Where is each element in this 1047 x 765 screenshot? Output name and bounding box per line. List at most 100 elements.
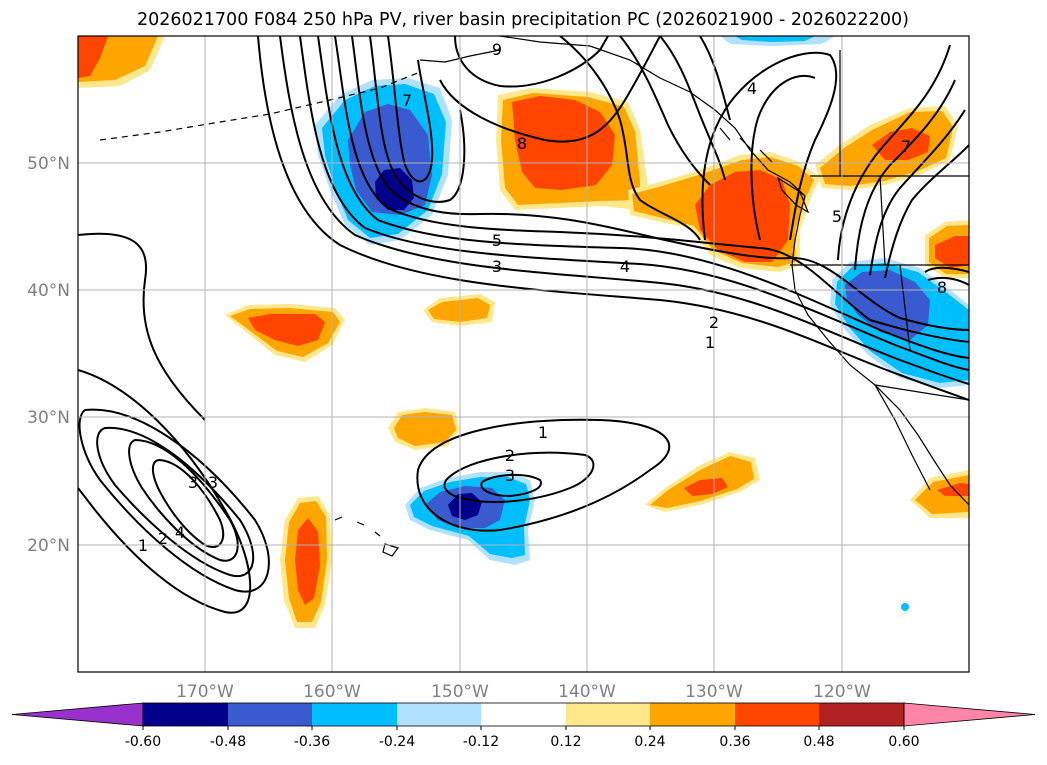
precip-positive-region bbox=[295, 518, 320, 605]
precip-positive-region bbox=[684, 478, 728, 496]
contour-label: 4 bbox=[747, 79, 757, 98]
contour-label: 9 bbox=[492, 40, 502, 59]
colorbar-segment bbox=[735, 703, 819, 726]
pv-contour bbox=[699, 36, 731, 121]
pv-contour bbox=[96, 426, 255, 578]
colorbar-tick-label: 0.36 bbox=[719, 734, 750, 750]
contour-label: 2 bbox=[158, 529, 168, 548]
precip-positive-region bbox=[935, 236, 969, 268]
colorbar-segment bbox=[143, 703, 228, 726]
colorbar-segment bbox=[228, 703, 312, 726]
lon-axis-labels: 170°W 160°W 150°W 140°W 130°W 120°W bbox=[176, 682, 871, 702]
contour-label: 5 bbox=[832, 207, 842, 226]
colorbar-segment bbox=[819, 703, 904, 726]
southeast-alaska-islands bbox=[719, 127, 773, 163]
precip-positive-region bbox=[78, 36, 108, 78]
gridlines bbox=[78, 36, 969, 672]
contour-label: 1 bbox=[705, 333, 715, 352]
colorbar-tick-label: -0.48 bbox=[210, 734, 246, 750]
precip-positive-region bbox=[695, 170, 790, 262]
pv-contour bbox=[854, 79, 956, 271]
pv-contour bbox=[334, 36, 969, 343]
map-frame bbox=[77, 35, 970, 673]
us-mexico-border bbox=[874, 384, 969, 401]
precip-positive-region bbox=[512, 96, 615, 190]
contour-label: 3 bbox=[208, 473, 218, 492]
colorbar-segment bbox=[650, 703, 735, 726]
precip-shading bbox=[78, 36, 969, 628]
colorbar: -0.60 -0.48 -0.36 -0.24 -0.12 0.12 0.24 0.36 0.4… bbox=[11, 702, 1036, 750]
lat-tick-label: 30°N bbox=[27, 408, 70, 428]
lon-tick-label: 140°W bbox=[558, 682, 616, 702]
pv-contour bbox=[619, 36, 711, 186]
pv-contour bbox=[416, 418, 671, 532]
contour-label: 8 bbox=[517, 134, 527, 153]
pv-contour bbox=[351, 36, 969, 331]
pv-contour bbox=[439, 36, 661, 143]
pv-contour bbox=[369, 36, 466, 203]
contour-label: 1 bbox=[538, 423, 548, 442]
pv-contour bbox=[884, 144, 969, 279]
colorbar-tick-label: 0.24 bbox=[634, 734, 665, 750]
colorbar-tick-label: 0.60 bbox=[888, 734, 919, 750]
lon-tick-label: 120°W bbox=[813, 682, 871, 702]
north-america-west-coast bbox=[791, 195, 969, 506]
lon-tick-label: 130°W bbox=[685, 682, 743, 702]
lon-tick-label: 170°W bbox=[176, 682, 234, 702]
colorbar-over-arrow bbox=[903, 702, 1036, 727]
colorbar-segment bbox=[566, 703, 650, 726]
pv-contour bbox=[869, 109, 966, 276]
pv-contour bbox=[257, 36, 969, 401]
precip-negative-region bbox=[901, 603, 909, 611]
contour-label: 5 bbox=[492, 231, 502, 250]
lat-axis-labels: 50°N 40°N 30°N 20°N bbox=[27, 154, 70, 556]
state-boundary bbox=[899, 264, 911, 351]
lon-tick-label: 150°W bbox=[431, 682, 489, 702]
baja-california bbox=[874, 384, 931, 491]
pv-contour bbox=[837, 44, 951, 261]
pv-contour bbox=[927, 276, 969, 286]
precip-positive-region bbox=[428, 298, 490, 322]
lat-tick-label: 20°N bbox=[27, 536, 70, 556]
contour-label: 8 bbox=[937, 278, 947, 297]
colorbar-tick-label: 0.48 bbox=[803, 734, 834, 750]
pv-contour bbox=[387, 36, 434, 183]
figure-title: 2026021700 F084 250 hPa PV, river basin … bbox=[137, 10, 909, 30]
precip-negative-region bbox=[735, 36, 815, 42]
contour-label: 7 bbox=[402, 91, 412, 110]
contour-label: 7 bbox=[901, 137, 911, 156]
lon-tick-label: 160°W bbox=[303, 682, 361, 702]
pv-contour bbox=[78, 232, 206, 421]
pv-contour bbox=[701, 51, 838, 241]
pv-contour bbox=[659, 36, 726, 181]
colorbar-tick-label: 0.12 bbox=[550, 734, 581, 750]
pv-contour bbox=[78, 369, 252, 614]
precip-positive-region bbox=[248, 314, 325, 346]
colorbar-tick-label: -0.12 bbox=[463, 734, 499, 750]
pv-contour bbox=[750, 74, 816, 241]
contour-label: 1 bbox=[138, 536, 148, 555]
pv-contour bbox=[480, 474, 542, 498]
alaska-peninsula-coast bbox=[419, 49, 501, 63]
contour-label: 3 bbox=[188, 473, 198, 492]
aleutian-islands bbox=[99, 71, 421, 141]
pv-contour bbox=[443, 451, 595, 503]
pv-contour bbox=[128, 438, 239, 562]
pv-contour bbox=[299, 36, 969, 371]
contour-label: 3 bbox=[492, 257, 502, 276]
colorbar-under-arrow bbox=[11, 702, 144, 727]
precip-positive-region bbox=[394, 412, 456, 446]
contour-label: 2 bbox=[709, 313, 719, 332]
hawaii-islands bbox=[334, 516, 399, 557]
precip-positive-region bbox=[872, 128, 930, 160]
colorbar-tick-label: -0.60 bbox=[125, 734, 161, 750]
lat-tick-label: 50°N bbox=[27, 154, 70, 174]
precip-positive-region bbox=[937, 483, 969, 496]
contour-label: 4 bbox=[620, 257, 630, 276]
pv-contour bbox=[279, 36, 969, 385]
colorbar-segment bbox=[481, 703, 566, 726]
colorbar-tick-label: -0.24 bbox=[379, 734, 415, 750]
